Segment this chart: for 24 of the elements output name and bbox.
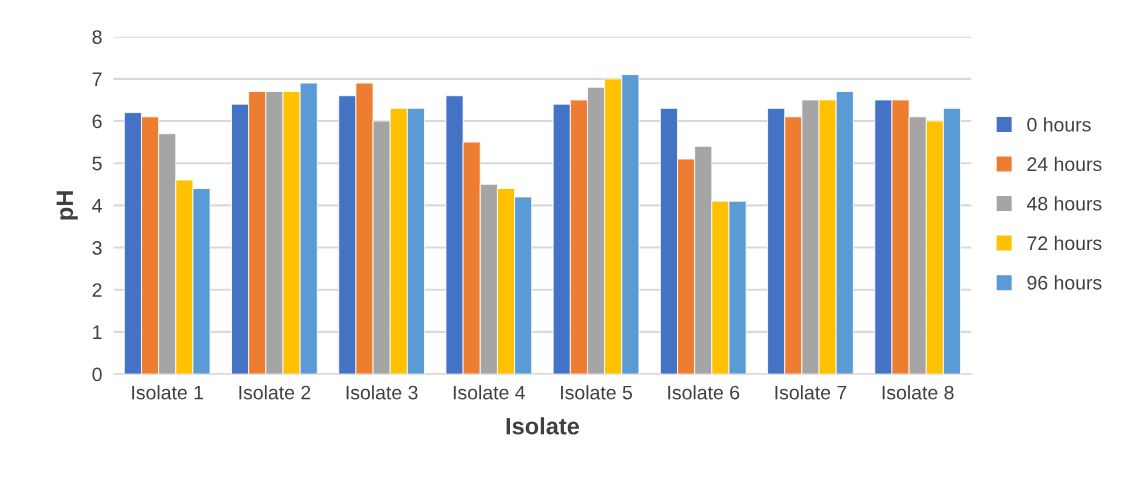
y-tick-label: 1 [93, 325, 102, 339]
y-tick-label: 8 [92, 30, 102, 44]
legend-label: 72 hours [1027, 235, 1102, 251]
y-tick-label: 4 [92, 199, 102, 213]
x-tick-label: Isolate 2 [239, 385, 311, 400]
y-tick-label: 0 [92, 367, 102, 382]
legend-label: 48 hours [1026, 196, 1102, 211]
x-tick-label: Isolate 4 [453, 385, 526, 400]
x-axis-title: Isolate [506, 417, 580, 435]
x-tick-label: Isolate 5 [561, 385, 632, 400]
legend-label: 96 hours [1027, 275, 1102, 290]
x-tick-label: Isolate 3 [346, 385, 418, 400]
x-tick-label: Isolate 1 [132, 385, 204, 400]
y-tick-label: 7 [92, 72, 102, 86]
x-tick-label: Isolate 8 [882, 385, 954, 400]
x-tick-label: Isolate 7 [775, 385, 847, 400]
y-tick-label: 5 [92, 156, 102, 171]
legend-label: 0 hours [1027, 117, 1091, 132]
y-tick-label: 2 [92, 283, 102, 297]
x-tick-label: Isolate 6 [668, 385, 740, 400]
y-axis-title: pH [56, 191, 78, 220]
y-tick-label: 3 [92, 241, 102, 255]
y-tick-label: 6 [92, 114, 102, 129]
legend-label: 24 hours [1027, 156, 1102, 172]
